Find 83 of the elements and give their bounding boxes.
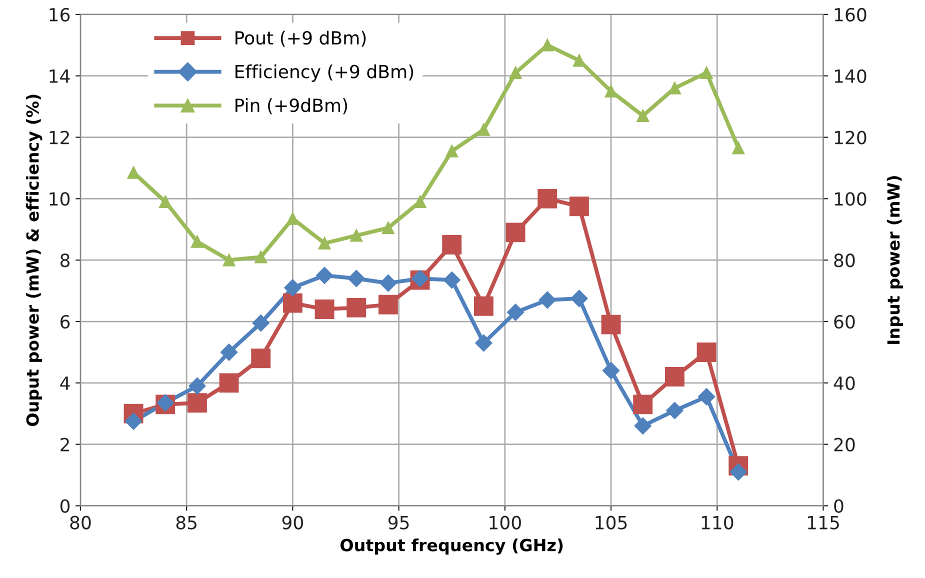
y-tick-label: 2 (60, 438, 69, 452)
point (634, 417, 652, 434)
point (474, 296, 494, 316)
y-axis-title: Ouput power (mW) & efficiency (%) (26, 94, 42, 426)
point (159, 196, 172, 208)
point (477, 123, 490, 136)
y2-tick-label: 0 (834, 499, 844, 513)
point (506, 222, 526, 242)
y2-tick-label: 100 (834, 192, 866, 206)
point (348, 270, 365, 288)
point (730, 463, 747, 481)
point (190, 235, 204, 248)
point (378, 294, 398, 314)
point (350, 229, 363, 242)
point (220, 344, 238, 361)
point (318, 236, 331, 250)
point (475, 334, 492, 352)
point (286, 212, 299, 225)
x-tick-label: 105 (596, 516, 627, 530)
point (188, 377, 206, 395)
point (700, 66, 713, 80)
point (382, 222, 394, 234)
point (252, 314, 270, 332)
point (664, 367, 684, 387)
point (124, 412, 142, 430)
point (506, 304, 524, 321)
y-tick-label: 8 (60, 254, 70, 268)
point (601, 314, 621, 334)
point (251, 348, 271, 368)
y2-tick-label: 120 (834, 130, 866, 144)
x-axis-title: Output frequency (GHz) (340, 538, 563, 555)
y2-tick-label: 80 (834, 254, 855, 268)
x-tick-label: 115 (808, 516, 839, 530)
legend-label: Pin (+9dBm) (236, 98, 348, 114)
y-tick-label: 6 (60, 314, 70, 329)
x-tick-label: 80 (70, 516, 91, 530)
point (698, 388, 716, 406)
point (254, 250, 268, 264)
y-tick-label: 10 (50, 192, 70, 206)
y-tick-label: 16 (50, 8, 70, 22)
x-tick-label: 110 (702, 516, 734, 530)
y-tick-label: 14 (50, 70, 70, 83)
point (636, 110, 650, 122)
point (222, 254, 236, 266)
point (633, 394, 653, 414)
point (156, 394, 174, 412)
point (538, 188, 558, 208)
point (570, 290, 588, 308)
y-tick-label: 4 (60, 376, 70, 390)
x-tick-label: 95 (388, 516, 409, 530)
legend-label: Efficiency (+9 dBm) (236, 64, 414, 82)
point (380, 274, 397, 292)
point (696, 342, 716, 362)
point (666, 402, 684, 420)
point (604, 84, 618, 98)
point (284, 279, 302, 296)
y2-axis-title: Input power (mW) (886, 176, 904, 344)
y2-tick-label: 40 (834, 376, 855, 390)
point (316, 266, 334, 284)
point (187, 393, 207, 413)
point (282, 293, 302, 313)
y2-tick-label: 20 (834, 438, 855, 452)
point (602, 362, 620, 380)
y-tick-label: 12 (50, 130, 69, 144)
point (572, 54, 586, 67)
point (219, 373, 239, 393)
x-tick-label: 100 (490, 516, 521, 530)
y2-tick-label: 60 (834, 314, 855, 329)
point (442, 235, 462, 254)
x-tick-label: 85 (176, 516, 196, 530)
point (569, 196, 589, 216)
point (443, 272, 460, 289)
point (314, 300, 334, 319)
y2-tick-label: 160 (834, 8, 866, 22)
y2-tick-label: 140 (834, 69, 866, 83)
point (538, 291, 556, 309)
point (732, 142, 745, 154)
point (346, 298, 366, 318)
y-tick-label: 0 (60, 499, 70, 513)
x-tick-label: 90 (282, 516, 303, 530)
point (446, 144, 458, 158)
legend-label: Pout (+9 dBm) (236, 30, 366, 47)
point (509, 66, 522, 80)
